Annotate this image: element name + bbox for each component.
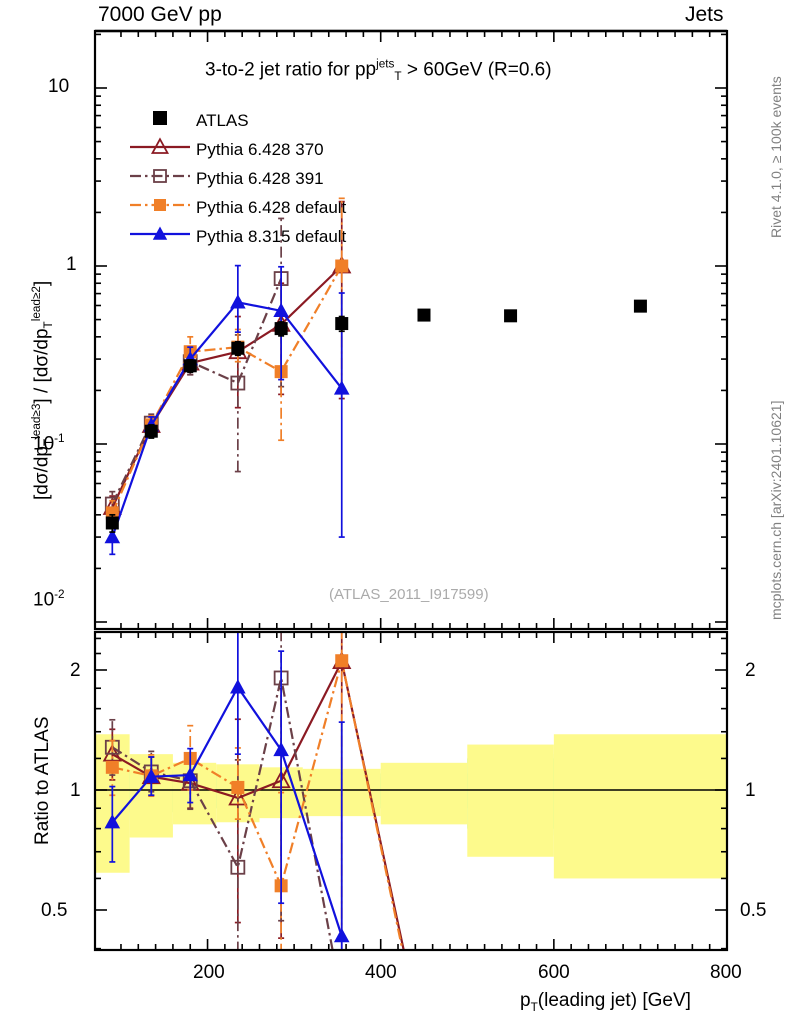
series-main-pythia-6-428-370: [102, 200, 352, 520]
x-axis-label-post: (leading jet) [GeV]: [537, 990, 691, 1011]
series-main-atlas: [105, 299, 647, 533]
series-line: [111, 265, 343, 514]
ratio-ytick-2-right: 2: [745, 660, 756, 681]
data-marker: [153, 111, 167, 125]
data-marker: [335, 259, 349, 273]
ratio-band-outer-yellow: [553, 734, 727, 879]
series-line: [111, 685, 343, 937]
x-axis-label-pre: p: [520, 990, 531, 1011]
data-marker: [183, 359, 197, 373]
data-marker: [150, 137, 170, 154]
header-left-label: 7000 GeV pp: [98, 3, 222, 26]
plot-title-sup: jets: [376, 58, 395, 71]
series-line: [112, 660, 404, 950]
ratio-band-outer-yellow: [172, 762, 217, 825]
data-marker: [230, 679, 246, 694]
ratio-ytick-1-right: 1: [745, 780, 756, 801]
xtick-600: 600: [538, 962, 570, 983]
main-ytick-10-text: 10: [48, 76, 70, 97]
plot-title-post: > 60GeV (R=0.6): [401, 59, 552, 81]
series-main-pythia-6-428-default: [105, 197, 349, 527]
main-ytick-1-text: 1: [66, 254, 77, 275]
series-line: [111, 658, 405, 950]
xtick-800: 800: [710, 962, 742, 983]
data-marker: [274, 322, 288, 336]
main-ytick-1e-2-exp: -2: [54, 588, 65, 601]
data-marker: [335, 992, 348, 1005]
data-marker: [335, 317, 349, 331]
main-ytick-1e-2-text: 10: [33, 589, 55, 611]
ratio-ytick-05-right: 0.5: [740, 900, 767, 921]
plot-title-pre: 3-to-2 jet ratio for p: [205, 59, 366, 81]
data-marker: [182, 766, 199, 782]
data-marker: [105, 506, 119, 520]
header-right-label: Jets: [685, 3, 724, 26]
main-ytick-1: 1: [66, 254, 77, 276]
data-marker: [273, 302, 289, 317]
x-axis-label-sub: T: [530, 1000, 538, 1014]
data-marker: [231, 341, 245, 355]
ratio-band-outer-yellow: [467, 744, 554, 857]
plot-title-sub: T: [394, 70, 402, 84]
main-ytick-1e-1: 10-1: [33, 432, 65, 455]
main-ytick-1e-1-text: 10: [33, 433, 55, 455]
data-marker: [228, 787, 248, 806]
data-marker: [230, 859, 246, 875]
data-marker: [153, 169, 167, 183]
main-ytick-1e-1-exp: -1: [54, 432, 65, 445]
ratio-ytick-1-left: 1: [70, 780, 81, 801]
data-marker: [504, 309, 518, 323]
main-ytick-1e-2: 10-2: [33, 588, 65, 611]
data-marker: [105, 516, 119, 530]
data-marker: [143, 768, 160, 783]
xtick-200: 200: [193, 962, 225, 983]
series-main-pythia-8-315-default: [104, 264, 350, 556]
ratio-band-outer-yellow: [380, 762, 468, 825]
ratio-plot-frame: [93, 630, 729, 952]
data-marker: [273, 741, 289, 757]
data-marker: [335, 654, 349, 668]
data-marker: [333, 380, 350, 395]
series-line: [111, 301, 343, 538]
series-ratio-pythia-8-315-default: [104, 632, 350, 950]
legend-label-py370: Pythia 6.428 370: [196, 140, 324, 159]
legend-label-py6def: Pythia 6.428 default: [196, 198, 347, 217]
data-marker: [104, 528, 121, 544]
legend: [130, 111, 190, 240]
analysis-watermark: (ATLAS_2011_I917599): [329, 586, 489, 603]
legend-label-atlas: ATLAS: [196, 111, 249, 130]
data-marker: [417, 308, 431, 322]
data-marker: [154, 199, 166, 211]
ratio-ytick-2-left: 2: [70, 660, 81, 681]
series-line: [111, 265, 343, 508]
data-marker: [633, 299, 647, 313]
data-marker: [231, 780, 245, 794]
data-marker: [144, 424, 158, 438]
data-marker: [230, 294, 246, 309]
legend-label-py391: Pythia 6.428 391: [196, 169, 324, 188]
plot-title: 3-to-2 jet ratio for ppjetsT > 60GeV (R=…: [205, 58, 552, 84]
series-ratio-pythia-6-428-default: [105, 632, 404, 950]
x-axis-label: pT(leading jet) [GeV]: [520, 990, 691, 1014]
data-marker: [152, 226, 168, 240]
xtick-400: 400: [365, 962, 397, 983]
data-marker: [333, 927, 350, 943]
data-marker: [104, 814, 121, 829]
legend-label-py8def: Pythia 8.315 default: [196, 227, 347, 246]
ratio-ytick-05-left: 0.5: [41, 900, 68, 921]
data-marker: [105, 760, 119, 774]
main-ytick-10: 10: [48, 76, 69, 98]
data-marker: [230, 375, 246, 391]
main-plot-frame: [93, 29, 729, 631]
series-line: [111, 278, 283, 505]
